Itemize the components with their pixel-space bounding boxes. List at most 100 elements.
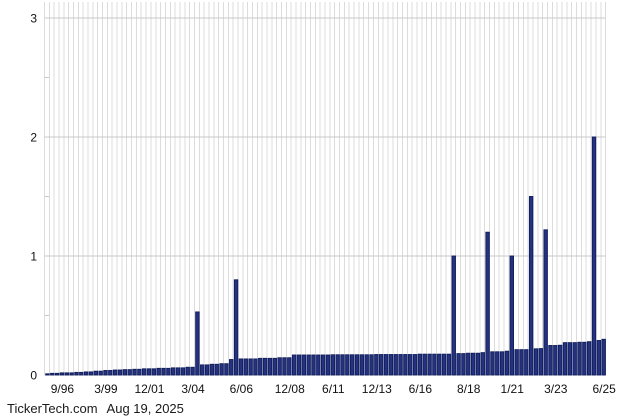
dividend-bar	[156, 367, 161, 376]
dividend-bar	[596, 340, 602, 376]
dividend-bar	[306, 354, 311, 376]
dividend-bar	[277, 357, 282, 376]
x-tick-label: 6/25	[592, 382, 616, 396]
dividend-bar	[224, 363, 229, 376]
x-tick-label: 9/96	[51, 382, 75, 396]
dividend-bar	[335, 354, 340, 376]
dividend-bar	[282, 357, 287, 376]
dividend-bar	[601, 338, 606, 376]
dividend-bar	[117, 369, 123, 376]
dividend-bar	[456, 353, 461, 376]
dividend-bar	[374, 354, 379, 376]
dividend-bar	[591, 136, 597, 376]
dividend-bar	[291, 354, 297, 376]
dividend-bar	[204, 364, 210, 376]
x-tick-label: 12/01	[134, 382, 164, 396]
dividend-bar	[499, 351, 505, 376]
dividend-bar	[461, 353, 466, 376]
dividend-bar	[219, 363, 224, 376]
dividend-bar	[504, 350, 510, 376]
dividend-bar	[64, 372, 69, 376]
dividend-bar	[132, 368, 137, 376]
dividend-bar	[267, 357, 273, 376]
x-tick-label: 1/21	[501, 382, 525, 396]
dividend-bar	[316, 354, 321, 376]
dividend-bar	[437, 353, 442, 376]
dividend-bar	[412, 354, 418, 376]
x-tick-label: 12/13	[362, 382, 392, 396]
dividend-bar	[233, 279, 239, 376]
date-label: Aug 19, 2025	[106, 401, 184, 416]
x-tick-label: 6/16	[409, 382, 433, 396]
dividend-bar	[272, 357, 277, 376]
dividend-bar	[524, 349, 529, 376]
y-tick-label: 3	[30, 12, 37, 26]
dividend-bar	[175, 367, 181, 376]
dividend-bar	[209, 363, 215, 376]
x-tick-label: 6/06	[230, 382, 254, 396]
dividend-bar	[383, 354, 389, 376]
y-tick-label: 0	[30, 369, 37, 383]
dividend-bar	[393, 354, 398, 376]
dividend-bar	[287, 357, 292, 376]
dividend-bar	[248, 358, 253, 376]
dividend-bar	[417, 353, 423, 376]
dividend-bar	[528, 196, 534, 376]
dividend-bar	[490, 351, 495, 376]
y-tick-label: 1	[30, 250, 37, 264]
dividend-bar	[88, 371, 94, 376]
dividend-bar	[185, 366, 190, 376]
dividend-bar	[161, 367, 166, 376]
dividend-bar	[446, 353, 452, 376]
dividend-bar	[451, 255, 456, 376]
dividend-bar	[514, 349, 519, 376]
dividend-bar	[408, 354, 413, 376]
dividend-bar	[533, 348, 539, 376]
dividend-bar	[354, 354, 360, 376]
dividend-bar	[475, 352, 481, 376]
dividend-bar	[50, 372, 55, 376]
dividend-bar	[572, 342, 577, 376]
dividend-bar	[93, 370, 99, 376]
dividend-bar	[54, 372, 60, 376]
dividend-bar	[195, 311, 200, 376]
dividend-bar	[79, 371, 84, 376]
dividend-bar	[296, 354, 302, 376]
dividend-bar	[325, 354, 331, 376]
dividend-bar	[108, 370, 113, 376]
dividend-bar	[495, 351, 500, 376]
dividend-bar	[538, 348, 544, 376]
dividend-bar	[253, 358, 258, 376]
dividend-bar	[45, 373, 50, 376]
dividend-bar	[320, 354, 326, 376]
dividend-bar	[258, 357, 263, 376]
dividend-bar	[83, 371, 89, 376]
dividend-bar	[543, 229, 548, 376]
x-tick-label: 8/18	[457, 382, 481, 396]
dividend-bar	[582, 341, 587, 376]
dividend-bar	[229, 359, 234, 376]
dividend-bar	[519, 349, 524, 376]
dividend-bar	[141, 368, 147, 376]
dividend-bar	[238, 358, 244, 376]
dividend-bar	[422, 353, 427, 376]
x-tick-label: 3/23	[544, 382, 568, 396]
chart-footer: TickerTech.com Aug 19, 2025	[7, 401, 184, 416]
dividend-bar	[562, 342, 568, 376]
dividend-bar	[340, 354, 345, 376]
dividend-bar	[557, 344, 563, 376]
dividend-bar	[359, 354, 365, 376]
x-tick-label: 6/11	[322, 382, 345, 396]
y-tick-label: 2	[30, 131, 37, 145]
dividend-bar	[466, 352, 471, 376]
dividend-bar	[398, 354, 403, 376]
dividend-bar	[180, 367, 186, 376]
dividend-bar	[369, 354, 374, 376]
dividend-bar	[403, 354, 408, 376]
dividend-bar	[311, 354, 316, 376]
dividend-bar	[485, 231, 490, 376]
dividend-bar	[567, 342, 573, 376]
dividend-bar	[349, 354, 355, 376]
source-label: TickerTech.com	[7, 401, 98, 416]
